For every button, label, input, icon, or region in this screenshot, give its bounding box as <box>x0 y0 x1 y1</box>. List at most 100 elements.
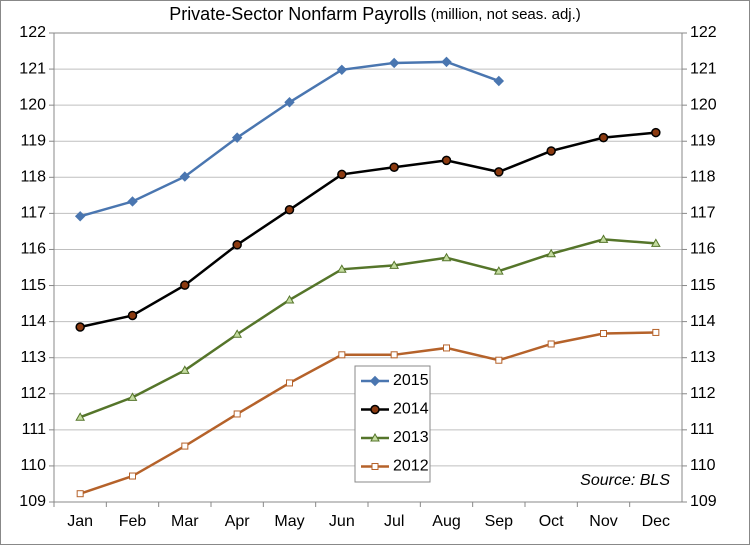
data-point <box>441 155 452 166</box>
x-tick-label: Nov <box>589 513 617 530</box>
legend-marker <box>370 432 380 442</box>
data-point <box>441 56 452 68</box>
data-point <box>75 412 86 421</box>
y-tick-label: 114 <box>20 313 46 330</box>
series-line <box>79 238 656 419</box>
data-point <box>129 472 136 480</box>
data-point <box>652 328 660 336</box>
data-point <box>232 329 243 338</box>
data-point <box>76 490 84 498</box>
data-point <box>337 169 347 180</box>
x-tick-label: May <box>274 513 304 530</box>
y2-tick-label: 112 <box>690 385 716 402</box>
data-point <box>127 310 138 321</box>
data-point <box>547 340 555 348</box>
legend-label: 2012 <box>393 458 429 475</box>
y-tick-label: 109 <box>19 493 46 510</box>
data-point <box>388 57 400 69</box>
data-point <box>546 248 557 258</box>
data-point <box>598 234 609 243</box>
chart-title: Private-Sector Nonfarm Payrolls <box>169 4 426 24</box>
y-tick-label: 119 <box>20 132 46 149</box>
y2-tick-label: 121 <box>690 60 717 77</box>
data-point <box>389 260 400 269</box>
y-tick-label: 118 <box>20 169 46 186</box>
data-point <box>127 392 138 401</box>
y2-tick-label: 111 <box>690 421 714 438</box>
data-point <box>179 365 190 374</box>
y2-tick-label: 120 <box>690 96 717 113</box>
data-point <box>389 162 399 172</box>
legend-label: 2015 <box>393 372 429 389</box>
data-point <box>546 146 556 156</box>
y2-tick-label: 110 <box>690 457 716 474</box>
x-tick-label: Oct <box>539 513 564 530</box>
data-point <box>443 344 450 352</box>
data-point <box>336 264 347 273</box>
data-point <box>232 240 242 250</box>
y2-tick-label: 113 <box>690 349 716 366</box>
data-point <box>598 132 609 143</box>
x-tick-label: Sep <box>485 513 514 530</box>
data-point <box>284 294 295 304</box>
data-point <box>650 238 661 247</box>
data-point <box>181 442 189 450</box>
data-point <box>179 171 191 182</box>
y-tick-label: 112 <box>20 385 46 402</box>
y2-tick-label: 114 <box>690 313 716 330</box>
y2-tick-label: 119 <box>690 132 716 149</box>
legend-label: 2014 <box>393 401 429 418</box>
series-line <box>79 331 656 495</box>
y-tick-label: 121 <box>19 60 46 77</box>
data-point <box>127 196 138 207</box>
data-point <box>600 330 607 338</box>
data-point <box>180 280 190 290</box>
y2-tick-label: 116 <box>690 241 716 258</box>
y-tick-label: 113 <box>20 349 46 366</box>
data-point <box>233 410 241 418</box>
data-point <box>493 266 504 275</box>
data-point <box>494 167 504 177</box>
x-tick-label: Jun <box>329 513 355 530</box>
x-tick-label: Jan <box>67 513 93 530</box>
y-tick-label: 122 <box>19 24 46 41</box>
data-point <box>74 211 86 222</box>
legend-marker <box>371 463 379 470</box>
y2-tick-label: 117 <box>690 205 716 222</box>
y2-tick-label: 118 <box>690 169 716 186</box>
series-line <box>79 131 656 329</box>
y2-tick-label: 109 <box>690 493 717 510</box>
data-point <box>651 127 661 138</box>
legend-label: 2013 <box>393 429 429 446</box>
legend-box <box>354 365 431 483</box>
x-tick-label: Feb <box>119 513 147 530</box>
x-tick-label: Dec <box>642 513 670 530</box>
chart-heading: Private-Sector Nonfarm Payrolls (million… <box>169 4 581 24</box>
y-tick-label: 111 <box>22 421 46 438</box>
x-tick-label: Mar <box>171 513 199 530</box>
data-point <box>495 356 503 364</box>
data-point <box>493 75 505 87</box>
y-tick-label: 117 <box>20 205 46 222</box>
x-tick-label: Aug <box>432 513 460 530</box>
x-tick-label: Apr <box>225 513 251 530</box>
y-tick-label: 120 <box>19 96 46 113</box>
y2-tick-label: 115 <box>690 277 716 294</box>
data-point <box>231 132 243 143</box>
data-point <box>286 379 293 387</box>
y-tick-label: 116 <box>20 241 46 258</box>
data-point <box>390 351 398 359</box>
data-point <box>284 205 295 215</box>
data-point <box>336 64 348 76</box>
legend-marker <box>370 404 380 415</box>
data-point <box>338 351 346 359</box>
chart-subtitle: (million, not seas. adj.) <box>431 6 581 23</box>
y-tick-label: 115 <box>20 277 46 294</box>
data-point <box>441 252 452 262</box>
source-note: Source: BLS <box>580 472 670 489</box>
y2-tick-label: 122 <box>690 24 717 41</box>
data-point <box>284 97 295 108</box>
legend-marker <box>369 375 381 387</box>
x-tick-label: Jul <box>384 513 404 530</box>
